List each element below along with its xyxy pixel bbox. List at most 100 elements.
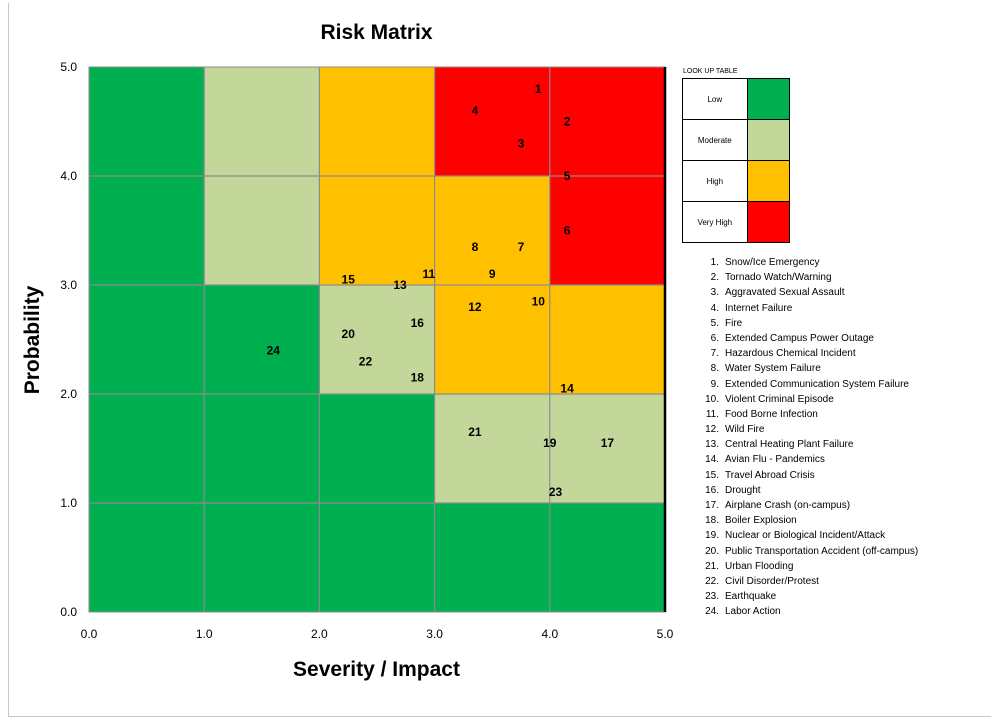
risk-list-item: 6. Extended Campus Power Outage	[710, 332, 874, 344]
risk-list-item: 10. Violent Criminal Episode	[705, 393, 834, 405]
matrix-cell-moderate	[434, 394, 550, 503]
matrix-cell-very-high	[549, 67, 665, 176]
risk-point-label: 16	[411, 316, 425, 330]
risk-point-label: 17	[601, 436, 615, 450]
lookup-label: High	[682, 160, 748, 202]
risk-point-label: 18	[411, 371, 425, 385]
risk-point-label: 5	[564, 169, 571, 183]
matrix-cell-low	[89, 285, 205, 394]
matrix-cell-low	[549, 503, 665, 612]
risk-point-label: 21	[468, 425, 482, 439]
risk-point-label: 4	[472, 104, 479, 118]
matrix-cell-moderate	[549, 394, 665, 503]
y-tick-label: 5.0	[60, 60, 77, 74]
matrix-cell-low	[204, 503, 320, 612]
y-tick-label: 2.0	[60, 387, 77, 401]
x-axis-title: Severity / Impact	[293, 658, 460, 681]
lookup-row-high: High	[682, 160, 791, 202]
risk-point-label: 15	[342, 273, 356, 287]
matrix-cell-low	[204, 285, 320, 394]
risk-point-label: 2	[564, 115, 571, 129]
risk-point-label: 10	[532, 294, 546, 308]
risk-list-item: 11. Food Borne Infection	[705, 408, 818, 420]
risk-point-label: 22	[359, 354, 373, 368]
risk-list: 1. Snow/Ice Emergency 2. Tornado Watch/War…	[699, 255, 918, 620]
y-tick-label: 1.0	[60, 496, 77, 510]
risk-point-label: 23	[549, 485, 563, 499]
lookup-row-very-high: Very High	[682, 201, 791, 243]
risk-list-item: 20. Public Transportation Accident (off-c…	[705, 545, 919, 557]
matrix-cell-high	[549, 285, 665, 394]
risk-list-item: 14. Avian Flu - Pandemics	[705, 454, 825, 466]
matrix-cell-low	[204, 394, 320, 503]
matrix-cell-high	[434, 176, 550, 285]
lookup-row-moderate: Moderate	[682, 119, 791, 161]
risk-point-label: 3	[518, 136, 525, 150]
lookup-label: Very High	[682, 201, 748, 243]
x-tick-label: 2.0	[311, 627, 328, 641]
lookup-swatch-very-high	[746, 201, 791, 243]
risk-list-item: 5. Fire	[710, 317, 743, 329]
risk-list-item: 24. Labor Action	[705, 606, 781, 618]
risk-list-item: 15. Travel Abroad Crisis	[705, 469, 815, 481]
x-tick-label: 0.0	[81, 627, 98, 641]
matrix-cell-low	[89, 503, 205, 612]
risk-list-item: 19. Nuclear or Biological Incident/Attack	[705, 530, 886, 542]
risk-point-label: 7	[518, 240, 525, 254]
matrix-cell-very-high	[434, 67, 550, 176]
risk-list-item: 4. Internet Failure	[710, 302, 793, 314]
y-tick-label: 0.0	[60, 605, 77, 619]
chart-frame	[8, 3, 991, 717]
matrix-cell-low	[434, 503, 550, 612]
matrix-cell-low	[319, 503, 435, 612]
risk-point-label: 24	[267, 343, 281, 357]
risk-list-item: 2. Tornado Watch/Warning	[710, 272, 832, 284]
chart-title: Risk Matrix	[320, 21, 433, 44]
matrix-cell-low	[319, 394, 435, 503]
lookup-table: Low Moderate High Very High	[682, 78, 791, 243]
risk-list-item: 23. Earthquake	[705, 591, 777, 603]
matrix-cell-high	[319, 176, 435, 285]
risk-list-item: 21. Urban Flooding	[705, 560, 794, 572]
matrix-cell-very-high	[549, 176, 665, 285]
risk-list-item: 12. Wild Fire	[705, 424, 765, 436]
lookup-label: Moderate	[682, 119, 748, 161]
x-tick-label: 3.0	[426, 627, 443, 641]
matrix-cell-high	[434, 285, 550, 394]
risk-point-label: 6	[564, 224, 571, 238]
lookup-swatch-moderate	[746, 119, 791, 161]
risk-list-item: 13. Central Heating Plant Failure	[705, 439, 854, 451]
risk-list-item: 9. Extended Communication System Failure	[710, 378, 909, 390]
matrix-cell-low	[89, 394, 205, 503]
matrix-cell-moderate	[319, 285, 435, 394]
x-tick-label: 1.0	[196, 627, 213, 641]
lookup-swatch-high	[746, 160, 791, 202]
y-tick-label: 3.0	[60, 278, 77, 292]
risk-point-label: 14	[560, 382, 574, 396]
risk-point-label: 19	[543, 436, 557, 450]
matrix-cell-moderate	[204, 176, 320, 285]
risk-list-item: 16. Drought	[705, 484, 761, 496]
matrix-cell-high	[319, 67, 435, 176]
risk-list-item: 17. Airplane Crash (on-campus)	[705, 500, 851, 511]
risk-list-item: 1. Snow/Ice Emergency	[710, 257, 820, 268]
matrix-cell-low	[89, 67, 205, 176]
lookup-label: Low	[682, 78, 748, 120]
risk-point-label: 12	[468, 300, 482, 314]
risk-list-item: 3. Aggravated Sexual Assault	[710, 287, 845, 299]
risk-point-label: 13	[393, 278, 407, 292]
risk-list-item: 8. Water System Failure	[710, 363, 821, 375]
matrix-cell-low	[89, 176, 205, 285]
risk-point-label: 1	[535, 82, 542, 96]
lookup-row-low: Low	[682, 78, 791, 120]
lookup-table-title: LOOK UP TABLE	[683, 68, 738, 75]
risk-point-label: 9	[489, 267, 496, 281]
risk-point-label: 20	[342, 327, 356, 341]
matrix-cell-moderate	[204, 67, 320, 176]
risk-list-item: 18. Boiler Explosion	[705, 515, 797, 527]
risk-list-item: 7. Hazardous Chemical Incident	[710, 348, 856, 360]
x-tick-label: 5.0	[657, 627, 674, 641]
lookup-swatch-low	[746, 78, 791, 120]
risk-list-item: 22. Civil Disorder/Protest	[705, 575, 819, 587]
